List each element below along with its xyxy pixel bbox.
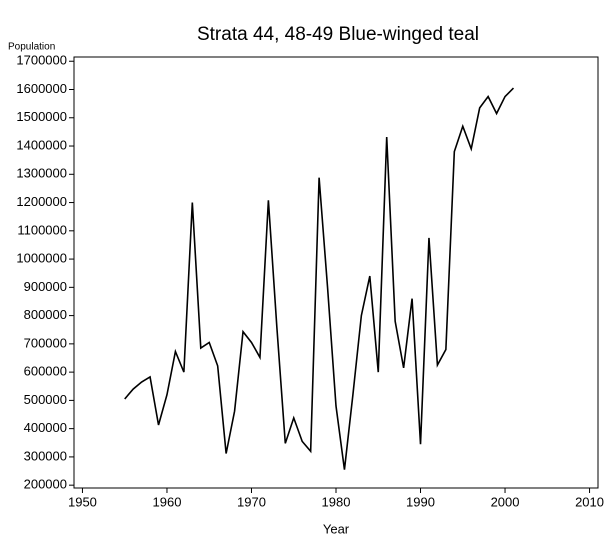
y-tick-label: 300000: [24, 448, 67, 463]
x-tick-label: 2010: [575, 494, 604, 509]
y-tick-label: 1600000: [16, 81, 67, 96]
y-tick-label: 600000: [24, 364, 67, 379]
x-tick-label: 1970: [237, 494, 266, 509]
y-tick-label: 1700000: [16, 53, 67, 68]
y-tick-label: 900000: [24, 279, 67, 294]
y-tick-label: 400000: [24, 420, 67, 435]
y-tick-label: 1000000: [16, 251, 67, 266]
chart-title: Strata 44, 48-49 Blue-winged teal: [197, 24, 479, 45]
y-tick-label: 700000: [24, 335, 67, 350]
x-axis-label: Year: [323, 521, 350, 536]
y-tick-label: 1100000: [17, 222, 67, 237]
y-tick-label: 1400000: [16, 137, 67, 152]
x-tick-label: 2000: [491, 494, 520, 509]
y-tick-label: 500000: [24, 392, 67, 407]
plot-frame: [73, 56, 599, 489]
y-axis-label: Population: [8, 42, 55, 53]
y-tick-label: 1200000: [16, 194, 67, 209]
y-tick-label: 1500000: [16, 109, 67, 124]
y-tick-label: 800000: [24, 307, 67, 322]
x-tick-label: 1980: [322, 494, 351, 509]
x-tick-label: 1990: [406, 494, 435, 509]
data-line: [124, 87, 515, 470]
x-tick-label: 1950: [68, 494, 97, 509]
x-tick-label: 1960: [153, 494, 182, 509]
y-tick-label: 1300000: [16, 166, 67, 181]
y-tick-label: 200000: [24, 477, 67, 492]
